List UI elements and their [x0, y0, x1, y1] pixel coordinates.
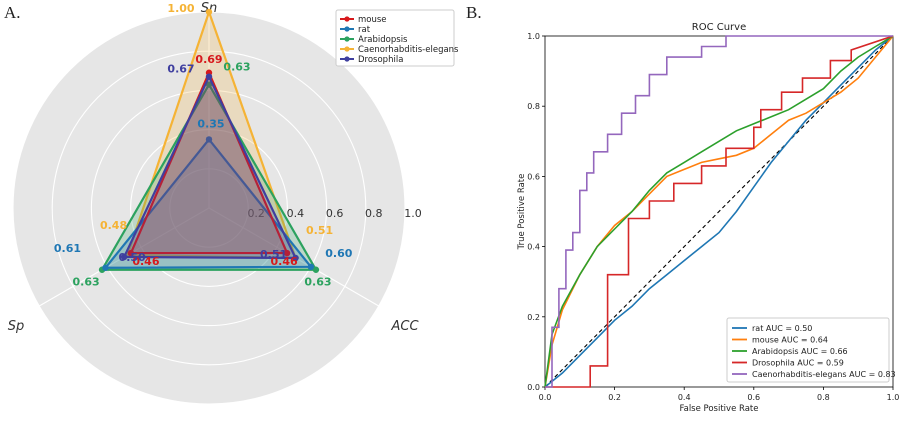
- roc-y-tick-label: 0.0: [527, 383, 540, 392]
- radar-legend-marker-rat: [344, 26, 350, 32]
- roc-title: ROC Curve: [692, 22, 746, 33]
- radar-point-mouse: [127, 249, 135, 257]
- roc-x-tick-label: 0.8: [817, 393, 830, 402]
- roc-legend-label-arabidopsis-auc-0-66: Arabidopsis AUC = 0.66: [752, 347, 848, 356]
- radar-value-label-caenorhabditis-elegans: 0.48: [100, 219, 127, 232]
- radar-value-label-rat: 0.60: [325, 247, 352, 260]
- radar-tick-label: 0.2: [247, 207, 265, 220]
- radar-axis-label-sn: Sn: [201, 1, 218, 16]
- radar-legend-marker-arabidopsis: [344, 36, 350, 42]
- radar-axis-label-sp: Sp: [8, 319, 25, 334]
- roc-legend-box: [726, 317, 890, 383]
- radar-value-label-caenorhabditis-elegans: 1.00: [167, 2, 194, 15]
- radar-legend-label-caenorhabditis-elegans: Caenorhabditis-elegans: [358, 45, 459, 55]
- radar-legend-label-arabidopsis: Arabidopsis: [358, 35, 408, 45]
- roc-y-tick-label: 1.0: [527, 32, 540, 41]
- roc-y-tick-label: 0.8: [527, 102, 540, 111]
- radar-tick-label: 0.6: [326, 207, 344, 220]
- roc-curve-drosophila-auc-0-59: [545, 35, 894, 388]
- roc-curve-arabidopsis-auc-0-66: [544, 35, 894, 388]
- radar-axis-label-acc: ACC: [390, 319, 419, 334]
- roc-x-tick-label: 0.6: [747, 393, 760, 402]
- radar-series-mouse: [129, 69, 289, 255]
- radar-point-caenorhabditis-elegans: [205, 8, 213, 16]
- roc-x-tick-label: 1.0: [887, 393, 900, 402]
- roc-x-tick-label: 0.2: [608, 393, 621, 402]
- radar-point-drosophila: [205, 73, 213, 80]
- roc-legend-label-drosophila-auc-0-59: Drosophila AUC = 0.59: [752, 359, 844, 368]
- roc-y-tick-label: 0.6: [527, 172, 540, 181]
- radar-series-arabidopsis: [100, 82, 318, 271]
- panel-label-b: B.: [466, 3, 482, 22]
- roc-legend-label-caenorhabditis-elegans-auc-0-83: Caenorhabditis-elegans AUC = 0.83: [752, 370, 896, 379]
- roc-curve-rat-auc-0-50: [544, 35, 894, 388]
- radar-legend-marker-caenorhabditis-elegans: [344, 46, 350, 52]
- roc-chart: 0.00.0 0.2 0.2 0.4 0.4 0.6 0.6 0.8 0.8 1.0 1.0 ROC …: [517, 22, 899, 414]
- radar-tick-label: 1.0: [404, 207, 422, 220]
- radar-point-drosophila: [292, 254, 299, 262]
- roc-x-tick-label: 0.4: [678, 393, 691, 402]
- radar-chart: 0.2 0.4 0.6 0.8 1.0 Sn ACC Sp 0.69 0.46 0.46 0.35 0.…: [8, 1, 459, 405]
- radar-legend-label-drosophila: Drosophila: [358, 55, 403, 65]
- radar-series-drosophila: [122, 74, 298, 260]
- roc-y-axis-label: True Positive Rate: [517, 174, 527, 251]
- radar-value-label-rat: 0.35: [197, 117, 224, 130]
- radar-value-label-arabidopsis: 0.63: [304, 276, 331, 289]
- radar-tick-label: 0.4: [287, 207, 305, 220]
- panel-label-a: A.: [4, 3, 21, 22]
- radar-value-label-mouse: 0.69: [195, 53, 222, 66]
- radar-value-label-drosophila: 0.51: [260, 248, 287, 261]
- roc-y-tick-label: 0.4: [527, 243, 540, 252]
- roc-legend-label-rat-auc-0-50: rat AUC = 0.50: [752, 324, 812, 333]
- radar-legend-label-rat: rat: [358, 25, 371, 35]
- radar-legend-label-mouse: mouse: [358, 15, 387, 25]
- roc-curve-caenorhabditis-elegans-auc-0-83: [545, 35, 893, 388]
- radar-value-label-arabidopsis: 0.63: [72, 276, 99, 289]
- roc-x-axis-label: False Positive Rate: [680, 404, 759, 414]
- radar-point-arabidopsis: [312, 266, 320, 273]
- radar-value-label-drosophila: 0.50: [119, 251, 146, 264]
- radar-point-rat: [205, 136, 213, 143]
- radar-point-arabidopsis: [205, 81, 213, 88]
- radar-series-rat: [103, 137, 314, 269]
- roc-y-tick-label: 0.2: [527, 313, 540, 322]
- roc-legend-label-mouse-auc-0-64: mouse AUC = 0.64: [752, 336, 828, 345]
- radar-legend-box: [335, 9, 455, 67]
- radar-point-rat: [102, 264, 109, 271]
- roc-curve-chance: [544, 35, 894, 388]
- radar-legend-marker-drosophila: [344, 56, 350, 62]
- radar-value-label-mouse: 0.46: [132, 255, 159, 268]
- radar-point-rat: [307, 263, 315, 270]
- radar-point-mouse: [283, 249, 291, 257]
- radar-value-label-rat: 0.61: [54, 242, 81, 255]
- radar-value-label-drosophila: 0.67: [167, 63, 194, 76]
- roc-x-tick-label: 0.0: [539, 393, 552, 402]
- radar-value-label-arabidopsis: 0.63: [223, 61, 250, 74]
- radar-value-label-mouse: 0.46: [271, 255, 298, 268]
- radar-point-drosophila: [120, 253, 128, 261]
- radar-tick-label: 0.8: [365, 207, 383, 220]
- radar-value-label-caenorhabditis-elegans: 0.51: [306, 224, 333, 237]
- radar-legend-marker-mouse: [344, 16, 350, 22]
